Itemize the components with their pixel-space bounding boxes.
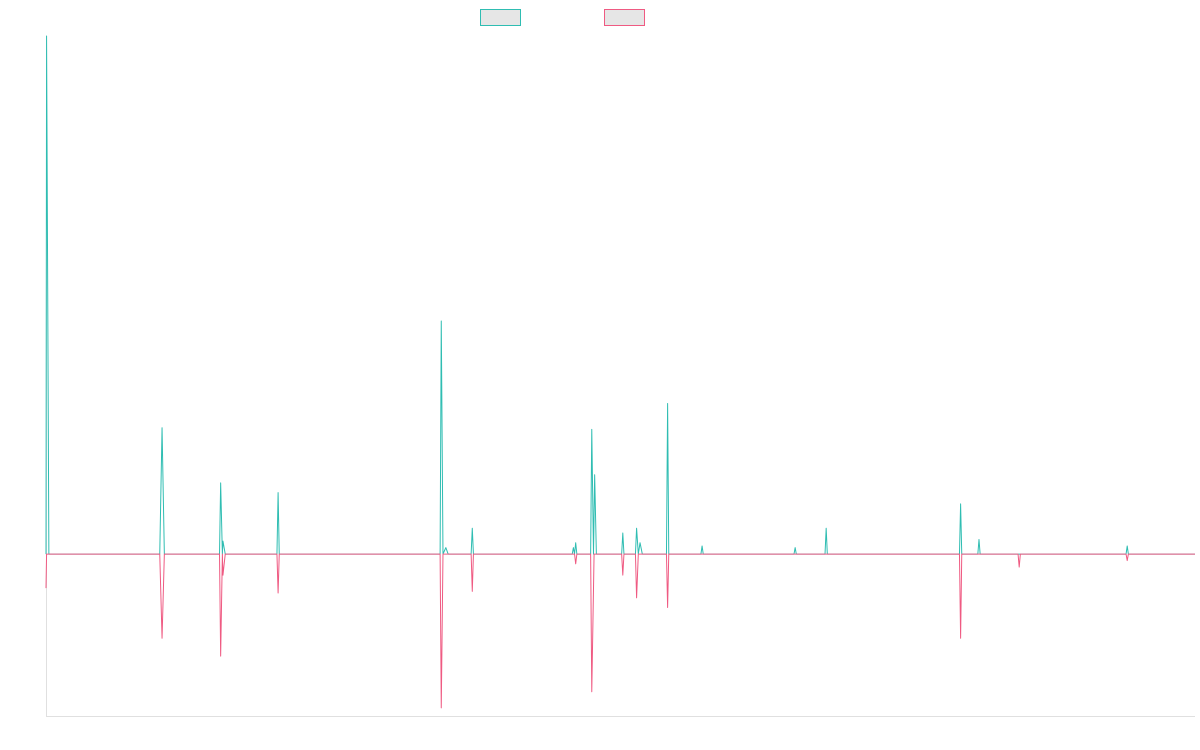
legend (480, 9, 645, 26)
legend-swatch-series-b[interactable] (604, 9, 645, 26)
series-b-line (45, 553, 1195, 709)
series-a-line (45, 35, 1195, 555)
series-layer (45, 35, 1195, 709)
legend-swatch-series-a[interactable] (480, 9, 521, 26)
axes (46, 36, 1195, 717)
